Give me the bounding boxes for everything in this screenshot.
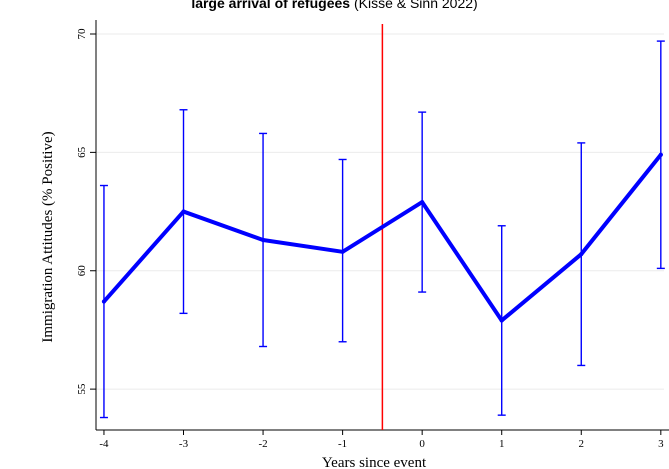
series-line bbox=[101, 152, 663, 323]
point-3 bbox=[340, 249, 345, 254]
x-tick-label-5: 1 bbox=[499, 438, 505, 450]
point-0 bbox=[101, 299, 106, 304]
label-layer: 55 60 65 70 -4 -3 -2 -1 0 1 2 3 bbox=[76, 28, 664, 450]
point-2 bbox=[261, 237, 266, 242]
point-4 bbox=[420, 200, 425, 205]
x-tick-label-2: -2 bbox=[258, 438, 267, 450]
y-tick-label-65: 65 bbox=[76, 146, 88, 158]
point-6 bbox=[579, 252, 584, 257]
x-tick-label-3: -1 bbox=[338, 438, 347, 450]
x-tick-label-4: 0 bbox=[419, 438, 425, 450]
point-5 bbox=[499, 318, 504, 323]
x-axis-title: Years since event bbox=[322, 455, 427, 469]
chart-title-citation: (Kissé & Sinn 2022) bbox=[350, 0, 478, 11]
series-line-layer bbox=[101, 152, 663, 323]
y-tick-label-55: 55 bbox=[76, 383, 88, 395]
point-1 bbox=[181, 209, 186, 214]
x-tick-label-7: 3 bbox=[658, 438, 664, 450]
y-tick-label-60: 60 bbox=[76, 265, 88, 277]
grid-layer bbox=[96, 33, 664, 390]
x-tick-label-1: -3 bbox=[179, 438, 189, 450]
x-tick-label-6: 2 bbox=[579, 438, 585, 450]
y-tick-label-70: 70 bbox=[76, 28, 88, 40]
chart-title: large arrival of refugees (Kissé & Sinn … bbox=[0, 0, 669, 11]
point-7 bbox=[658, 152, 663, 157]
y-axis-title: Immigration Attitudes (% Positive) bbox=[40, 131, 56, 342]
chart-title-bold: large arrival of refugees bbox=[191, 0, 351, 11]
x-tick-label-0: -4 bbox=[99, 438, 109, 450]
